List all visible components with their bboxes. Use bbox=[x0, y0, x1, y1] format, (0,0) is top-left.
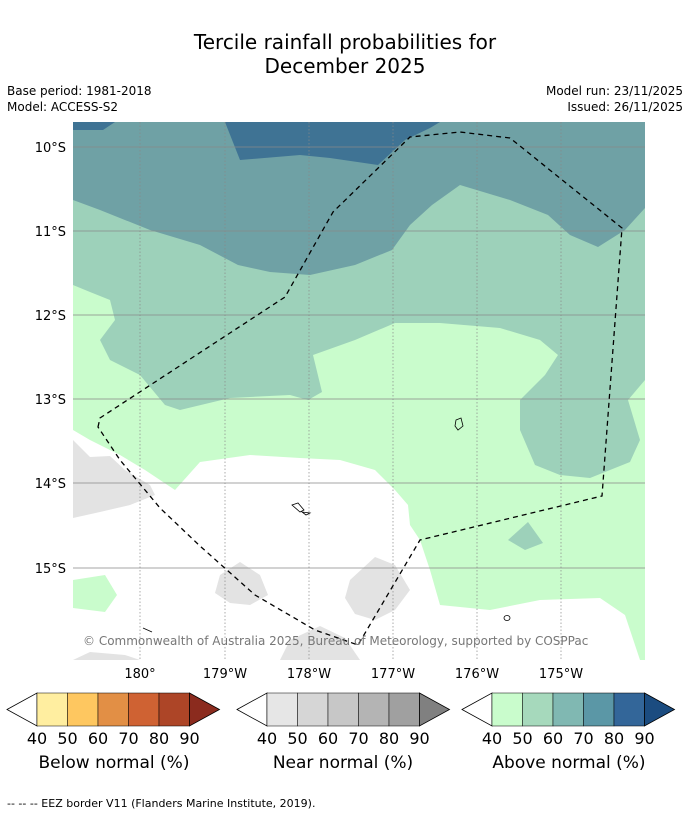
lat-label: 13°S bbox=[35, 393, 66, 408]
colorbar-over-triangle bbox=[644, 692, 676, 727]
map-title: Tercile rainfall probabilities for Decem… bbox=[0, 30, 690, 78]
below-normal-label: Below normal (%) bbox=[38, 753, 190, 773]
colorbar-tick-label: 70 bbox=[573, 729, 593, 748]
title-line-1: Tercile rainfall probabilities for bbox=[193, 30, 497, 54]
colorbar-tick-label: 40 bbox=[27, 729, 47, 748]
colorbar-segment bbox=[97, 692, 129, 727]
lon-label: 175°W bbox=[539, 667, 583, 682]
near-40-region-south-4 bbox=[73, 652, 140, 660]
colorbar-over-triangle bbox=[189, 692, 221, 727]
colorbars: 40 50 60 70 80 90 40 50 60 70 80 90 40 50 60 70 80 90 bbox=[6, 692, 676, 748]
above-60-region bbox=[73, 122, 645, 275]
meta-left: Base period: 1981-2018 Model: ACCESS-S2 bbox=[7, 83, 152, 115]
meta-right: Model run: 23/11/2025 Issued: 26/11/2025 bbox=[546, 83, 683, 115]
above-normal-label: Above normal (%) bbox=[492, 753, 646, 773]
copyright-notice: © Commonwealth of Australia 2025, Bureau… bbox=[83, 634, 588, 648]
lat-label: 10°S bbox=[35, 141, 66, 156]
lat-label: 11°S bbox=[35, 225, 66, 240]
colorbar-segment bbox=[358, 692, 390, 727]
island-2 bbox=[291, 502, 305, 513]
colorbar-tick-label: 60 bbox=[318, 729, 338, 748]
colorbar-segment bbox=[522, 692, 554, 727]
colorbar-segment bbox=[266, 692, 298, 727]
above-70-region bbox=[225, 122, 440, 165]
above-40-patch-sw bbox=[73, 575, 117, 612]
title-line-2: December 2025 bbox=[264, 54, 426, 78]
colorbar-tick-label: 50 bbox=[57, 729, 77, 748]
colorbar-segment bbox=[297, 692, 329, 727]
colorbar-tick-label: 80 bbox=[149, 729, 169, 748]
colorbar-over-triangle bbox=[419, 692, 451, 727]
lon-label: 176°W bbox=[455, 667, 499, 682]
colorbar-segment bbox=[388, 692, 420, 727]
near-colorbar: 40 50 60 70 80 90 bbox=[236, 692, 451, 748]
colorbar-segment bbox=[327, 692, 359, 727]
base-period: Base period: 1981-2018 bbox=[7, 84, 152, 98]
lon-label: 178°W bbox=[287, 667, 331, 682]
colorbar-segment bbox=[552, 692, 584, 727]
colorbar-segment bbox=[491, 692, 523, 727]
near-40-region-south-3 bbox=[280, 626, 360, 660]
colorbar-tick-label: 90 bbox=[179, 729, 199, 748]
latitude-labels: 10°S 11°S 12°S 13°S 14°S 15°S bbox=[35, 141, 66, 577]
above-70-region-2 bbox=[73, 122, 115, 130]
above-colorbar: 40 50 60 70 80 90 bbox=[461, 692, 676, 748]
colorbar-tick-label: 40 bbox=[482, 729, 502, 748]
colorbar-tick-label: 80 bbox=[604, 729, 624, 748]
colorbar-tick-label: 80 bbox=[379, 729, 399, 748]
below-colorbar: 40 50 60 70 80 90 bbox=[6, 692, 221, 748]
colorbar-under-triangle bbox=[461, 692, 493, 727]
near-40-region-west bbox=[73, 440, 155, 518]
colorbar-under-triangle bbox=[6, 692, 38, 727]
colorbar-segment bbox=[36, 692, 68, 727]
colorbar-segment bbox=[158, 692, 190, 727]
colorbar-tick-label: 50 bbox=[512, 729, 532, 748]
longitude-labels: 180° 179°W 178°W 177°W 176°W 175°W bbox=[124, 667, 583, 682]
island-1 bbox=[454, 417, 464, 431]
issued-date: Issued: 26/11/2025 bbox=[567, 100, 683, 114]
near-40-region-south-2 bbox=[345, 557, 410, 620]
lat-label: 14°S bbox=[35, 477, 66, 492]
colorbar-segment bbox=[128, 692, 160, 727]
model-run: Model run: 23/11/2025 bbox=[545, 84, 683, 98]
map-plot-area: © Commonwealth of Australia 2025, Bureau… bbox=[73, 122, 645, 660]
colorbar-tick-label: 90 bbox=[409, 729, 429, 748]
lat-label: 12°S bbox=[35, 309, 66, 324]
lon-label: 179°W bbox=[203, 667, 247, 682]
near-normal-label: Near normal (%) bbox=[272, 753, 414, 773]
colorbar-under-triangle bbox=[236, 692, 268, 727]
colorbar-segment bbox=[583, 692, 615, 727]
above-50-patch bbox=[508, 522, 543, 550]
model-name: Model: ACCESS-S2 bbox=[7, 100, 119, 114]
colorbar-segment bbox=[613, 692, 645, 727]
island-4 bbox=[503, 615, 511, 621]
colorbar-tick-label: 60 bbox=[88, 729, 108, 748]
eez-border bbox=[97, 131, 623, 646]
gridlines bbox=[73, 122, 645, 660]
colorbar-tick-label: 70 bbox=[348, 729, 368, 748]
colorbar-segment bbox=[67, 692, 99, 727]
lon-label: 177°W bbox=[371, 667, 415, 682]
colorbar-tick-label: 90 bbox=[634, 729, 654, 748]
colorbar-tick-label: 70 bbox=[118, 729, 138, 748]
colorbar-tick-label: 60 bbox=[543, 729, 563, 748]
lat-label: 15°S bbox=[35, 562, 66, 577]
island-5 bbox=[142, 627, 153, 633]
lon-label: 180° bbox=[124, 667, 155, 682]
eez-footnote: -- -- -- EEZ border V11 (Flanders Marine… bbox=[7, 797, 316, 810]
colorbar-tick-label: 40 bbox=[257, 729, 277, 748]
island-3 bbox=[300, 511, 312, 516]
colorbar-tick-label: 50 bbox=[287, 729, 307, 748]
